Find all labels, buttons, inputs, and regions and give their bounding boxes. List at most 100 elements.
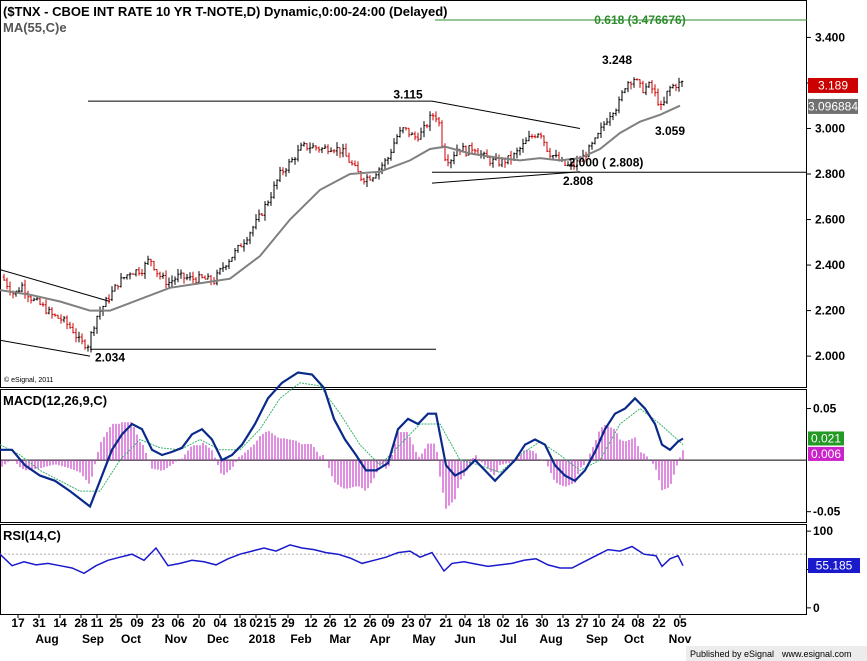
last-ma-label: 3.096884 [808, 99, 858, 113]
x-day-label: 26 [363, 616, 377, 630]
x-day-label: 13 [556, 616, 570, 630]
trend-lines [0, 19, 807, 357]
x-day-label: 25 [109, 616, 123, 630]
x-month-label: Sep [586, 632, 608, 646]
panel-frames [0, 0, 807, 615]
x-day-label: 08 [631, 616, 645, 630]
x-day-label: 28 [74, 616, 88, 630]
x-day-label: 12 [343, 616, 357, 630]
trend-line [0, 339, 91, 357]
x-day-label: 31 [32, 616, 46, 630]
x-day-label: 22 [652, 616, 666, 630]
trend-line [0, 269, 111, 302]
x-axis: 17 31 14 28 11 25 09 23 06 20 04 18 02 15 29 12 26 12 26 09… [11, 614, 692, 646]
site-label: www.esignal.com [781, 649, 852, 659]
price-y-tick-label: 2.200 [815, 304, 845, 318]
x-day-label: 02 [249, 616, 263, 630]
x-day-label: 14 [53, 616, 67, 630]
price-y-tick-label: 2.600 [815, 213, 845, 227]
copyright-label: © eSignal, 2011 [4, 376, 54, 384]
footer-bar [686, 646, 867, 661]
price-y-tick-label: 2.400 [815, 258, 845, 272]
price-y-tick-label: 3.400 [815, 30, 845, 44]
rsi-y-tick-label: 100 [813, 524, 833, 538]
rsi-panel: 100 0 55.185 RSI(14,C) [0, 524, 860, 615]
macd-legend: MACD(12,26,9,C) [3, 393, 107, 408]
x-month-label: Oct [624, 632, 644, 646]
x-month-label: Nov [669, 632, 692, 646]
x-day-label: 04 [458, 616, 472, 630]
x-month-label: 2018 [249, 632, 276, 646]
rsi-legend: RSI(14,C) [3, 528, 61, 543]
x-day-label: 20 [192, 616, 206, 630]
price-annotation: 2.808 [563, 174, 593, 188]
x-month-label: Jun [454, 632, 475, 646]
x-day-label: 23 [401, 616, 415, 630]
x-day-label: 05 [673, 616, 687, 630]
x-day-label: 26 [323, 616, 337, 630]
x-day-label: 12 [304, 616, 318, 630]
last-hist-label: 0.006 [811, 447, 841, 461]
x-month-label: Oct [121, 632, 141, 646]
rsi-y-tick-label: 0 [813, 601, 820, 615]
price-annotation: 2.000 ( 2.808) [569, 156, 644, 170]
x-month-label: Aug [35, 632, 58, 646]
ma-legend: MA(55,C)e [3, 20, 67, 35]
last-macd-box: 0.021 [808, 431, 844, 446]
ma-line [0, 104, 681, 312]
x-month-label: Nov [165, 632, 188, 646]
price-annotations: 0.618 (3.476676) 3.248 3.115 3.059 2.000 ( 2… [95, 13, 686, 364]
x-day-label: 11 [91, 616, 104, 630]
last-ma-box: 3.096884 [808, 98, 858, 114]
x-day-label: 29 [281, 616, 295, 630]
x-month-label: Mar [329, 632, 351, 646]
x-day-label: 23 [151, 616, 165, 630]
published-label: Published by eSignal [690, 649, 774, 659]
rsi-line [0, 544, 684, 575]
x-day-label: 10 [592, 616, 606, 630]
x-day-label: 21 [439, 616, 453, 630]
chart-title: ($TNX - CBOE INT RATE 10 YR T-NOTE,D) Dy… [3, 4, 448, 19]
price-annotation: 3.115 [393, 87, 423, 101]
price-y-tick-label: 2.000 [815, 349, 845, 363]
trend-line [431, 100, 581, 129]
macd-y-tick-label: -0.05 [813, 505, 841, 519]
x-day-label: 30 [535, 616, 549, 630]
price-annotation: 3.059 [655, 124, 685, 138]
x-day-label: 24 [611, 616, 625, 630]
x-day-label: 09 [381, 616, 395, 630]
macd-histogram [1, 422, 684, 509]
x-day-label: 15 [263, 616, 277, 630]
x-month-label: Dec [207, 632, 229, 646]
x-day-label: 06 [171, 616, 185, 630]
last-price-label: 3.189 [818, 78, 848, 92]
x-day-label: 27 [575, 616, 589, 630]
last-rsi-label: 55.185 [816, 559, 853, 573]
x-day-label: 17 [11, 616, 25, 630]
price-annotation: 3.248 [602, 53, 632, 67]
last-price-box: 3.189 [808, 77, 858, 93]
price-panel: 0.618 (3.476676) 3.248 3.115 3.059 2.000 ( 2… [0, 4, 858, 384]
x-month-label: Apr [370, 632, 391, 646]
price-annotation: 2.034 [95, 350, 125, 364]
price-y-tick-label: 2.800 [815, 167, 845, 181]
last-hist-box: 0.006 [808, 446, 844, 461]
x-month-label: Feb [290, 632, 311, 646]
macd-panel: 0.05 -0.05 0.021 0.006 MACD(12,26,9,C) [0, 371, 844, 519]
price-annotation: 0.618 (3.476676) [594, 13, 685, 27]
x-month-label: May [412, 632, 436, 646]
macd-y-tick-label: 0.05 [813, 402, 837, 416]
x-day-label: 16 [515, 616, 529, 630]
macd-y-axis: 0.05 -0.05 [807, 402, 841, 519]
macd-line [0, 371, 684, 509]
macd-signal-line [0, 382, 684, 492]
x-day-label: 18 [233, 616, 247, 630]
x-day-label: 09 [130, 616, 144, 630]
x-month-label: Sep [82, 632, 104, 646]
x-day-label: 18 [477, 616, 491, 630]
x-day-label: 02 [496, 616, 510, 630]
x-month-label: Jul [499, 632, 516, 646]
last-rsi-box: 55.185 [808, 558, 860, 574]
last-macd-label: 0.021 [811, 431, 841, 445]
